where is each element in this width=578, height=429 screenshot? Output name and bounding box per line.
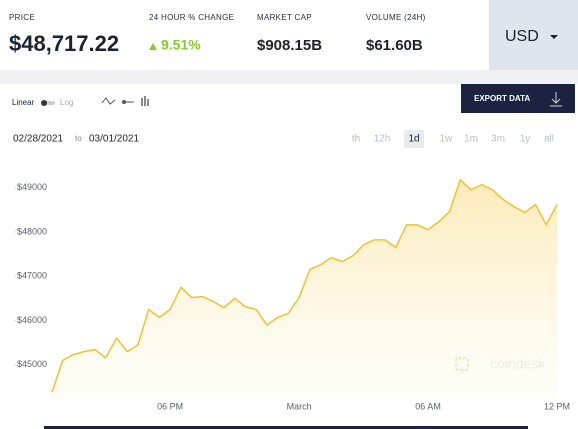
download-icon — [550, 92, 562, 107]
range-button[interactable]: 1y — [520, 134, 531, 145]
price-line — [51, 178, 558, 393]
range-button[interactable]: 1w — [440, 134, 454, 145]
cap-label: MARKET CAP — [257, 13, 312, 22]
change: 9.51% — [161, 37, 201, 53]
y-tick-label: $45000 — [17, 359, 47, 369]
x-tick-label: 06 AM — [415, 401, 441, 411]
header-bar — [0, 0, 578, 70]
date-from: 02/28/2021 — [13, 134, 63, 145]
currency-select[interactable] — [489, 0, 578, 70]
range-button[interactable]: th — [352, 134, 360, 145]
caret — [550, 35, 558, 39]
y-tick-label: $48000 — [17, 226, 47, 236]
range-button[interactable]: all — [544, 134, 554, 145]
bottom-strip — [44, 426, 528, 429]
bar-icon[interactable] — [141, 96, 149, 106]
date-sep: to — [75, 134, 82, 143]
change-label: 24 HOUR % CHANGE — [149, 13, 234, 22]
volume-label: VOLUME (24H) — [366, 13, 426, 22]
export-label[interactable]: EXPORT DATA — [474, 94, 530, 103]
linear-option[interactable]: Linear — [12, 98, 35, 107]
range-button[interactable]: 1m — [464, 134, 478, 145]
toggle-icon[interactable] — [122, 100, 126, 104]
range-button[interactable]: 1d — [408, 134, 419, 145]
range-button[interactable]: 12h — [374, 134, 391, 145]
price: $48,717.22 — [9, 31, 119, 56]
price-label: PRICE — [9, 13, 35, 22]
line-icon[interactable] — [101, 97, 116, 105]
range-button[interactable]: 3m — [491, 134, 505, 145]
x-tick-label: 06 PM — [157, 401, 183, 411]
range-selected-bg — [404, 130, 424, 148]
x-tick-label: 12 PM — [544, 401, 570, 411]
y-tick-label: $49000 — [17, 182, 47, 192]
currency[interactable]: USD — [505, 28, 539, 45]
date-to: 03/01/2021 — [89, 134, 139, 145]
volume: $61.60B — [366, 37, 423, 54]
cap: $908.15B — [257, 37, 322, 54]
area-fill — [52, 179, 557, 398]
up-arrow — [149, 43, 157, 50]
separator — [0, 70, 578, 84]
y-tick-label: $47000 — [17, 271, 47, 281]
toggle-knob — [41, 100, 47, 106]
y-tick-label: $46000 — [17, 315, 47, 325]
x-tick-label: March — [287, 401, 312, 411]
log-option[interactable]: Log — [60, 98, 73, 107]
